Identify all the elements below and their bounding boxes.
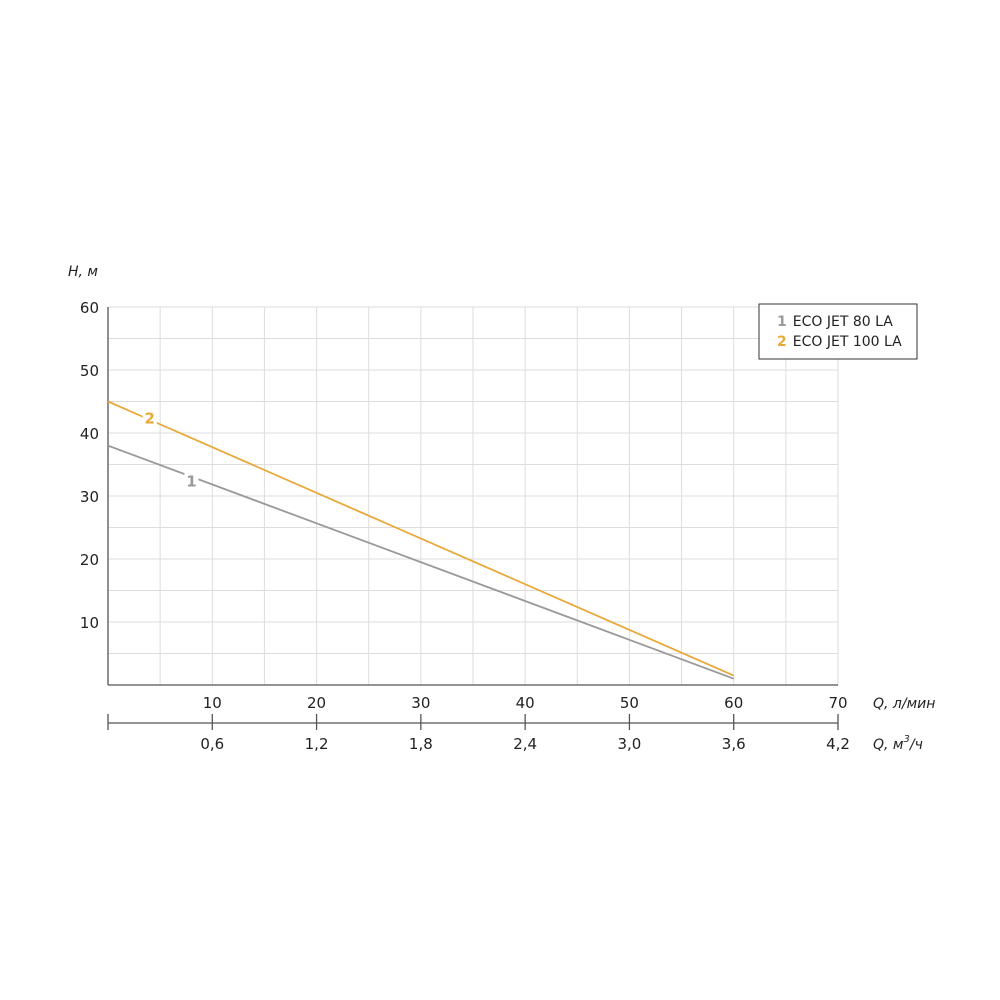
legend-entry-2: 2 ECO JET 100 LA — [777, 334, 902, 350]
legend-entry-2-number: 2 — [777, 334, 787, 350]
x2-axis-title: Q, м3/ч — [873, 734, 923, 753]
x-tick-label: 70 — [828, 694, 847, 712]
x-tick-label: 30 — [411, 694, 430, 712]
y-tick-label: 60 — [80, 299, 99, 317]
series-line-1 — [107, 444, 735, 680]
x2-tick-labels: 0,6 1,2 1,8 2,4 3,0 3,6 4,2 — [200, 735, 850, 753]
y-tick-label: 50 — [80, 362, 99, 380]
curve-label-2: 2 — [144, 409, 154, 427]
axes — [107, 307, 839, 730]
y-axis-title: H, м — [68, 264, 98, 280]
curve-label-bg-2 — [142, 408, 157, 427]
x2-tick-label: 3,6 — [722, 735, 746, 753]
series-lines — [107, 400, 735, 680]
x2-tick-label: 3,0 — [617, 735, 641, 753]
legend-entry-1-number: 1 — [777, 314, 787, 330]
legend-box — [758, 303, 918, 360]
legend-entry-2-name: ECO JET 100 LA — [793, 334, 902, 350]
curve-label-bg-1 — [184, 471, 199, 490]
x2-tick-label: 4,2 — [826, 735, 850, 753]
x-tick-label: 10 — [203, 694, 222, 712]
x2-tick-label: 1,8 — [409, 735, 433, 753]
x2-axis-title-sup: 3 — [903, 734, 909, 745]
y-tick-label: 30 — [80, 488, 99, 506]
x-tick-label: 50 — [620, 694, 639, 712]
x-tick-label: 40 — [516, 694, 535, 712]
x2-axis-title-tail: /ч — [908, 737, 923, 753]
x2-tick-label: 0,6 — [200, 735, 224, 753]
curve-labels: 12 — [142, 408, 199, 490]
series-line-2 — [107, 400, 735, 677]
curve-label-1: 1 — [186, 472, 196, 490]
x2-tick-label: 2,4 — [513, 735, 537, 753]
x2-tick-label: 1,2 — [305, 735, 329, 753]
legend: 1 ECO JET 80 LA 2 ECO JET 100 LA — [758, 303, 918, 360]
legend-entry-1: 1 ECO JET 80 LA — [777, 314, 893, 330]
y-tick-label: 40 — [80, 425, 99, 443]
y-tick-labels: 10 20 30 40 50 60 — [80, 299, 99, 632]
y-tick-label: 20 — [80, 551, 99, 569]
grid — [108, 306, 839, 685]
x-axis-title: Q, л/мин — [873, 696, 935, 712]
y-tick-label: 10 — [80, 614, 99, 632]
x-tick-label: 60 — [724, 694, 743, 712]
x-tick-label: 20 — [307, 694, 326, 712]
legend-entry-1-name: ECO JET 80 LA — [793, 314, 893, 330]
x-tick-labels: 10 20 30 40 50 60 70 — [203, 694, 848, 712]
x2-axis-title-main: Q, м — [873, 737, 904, 753]
